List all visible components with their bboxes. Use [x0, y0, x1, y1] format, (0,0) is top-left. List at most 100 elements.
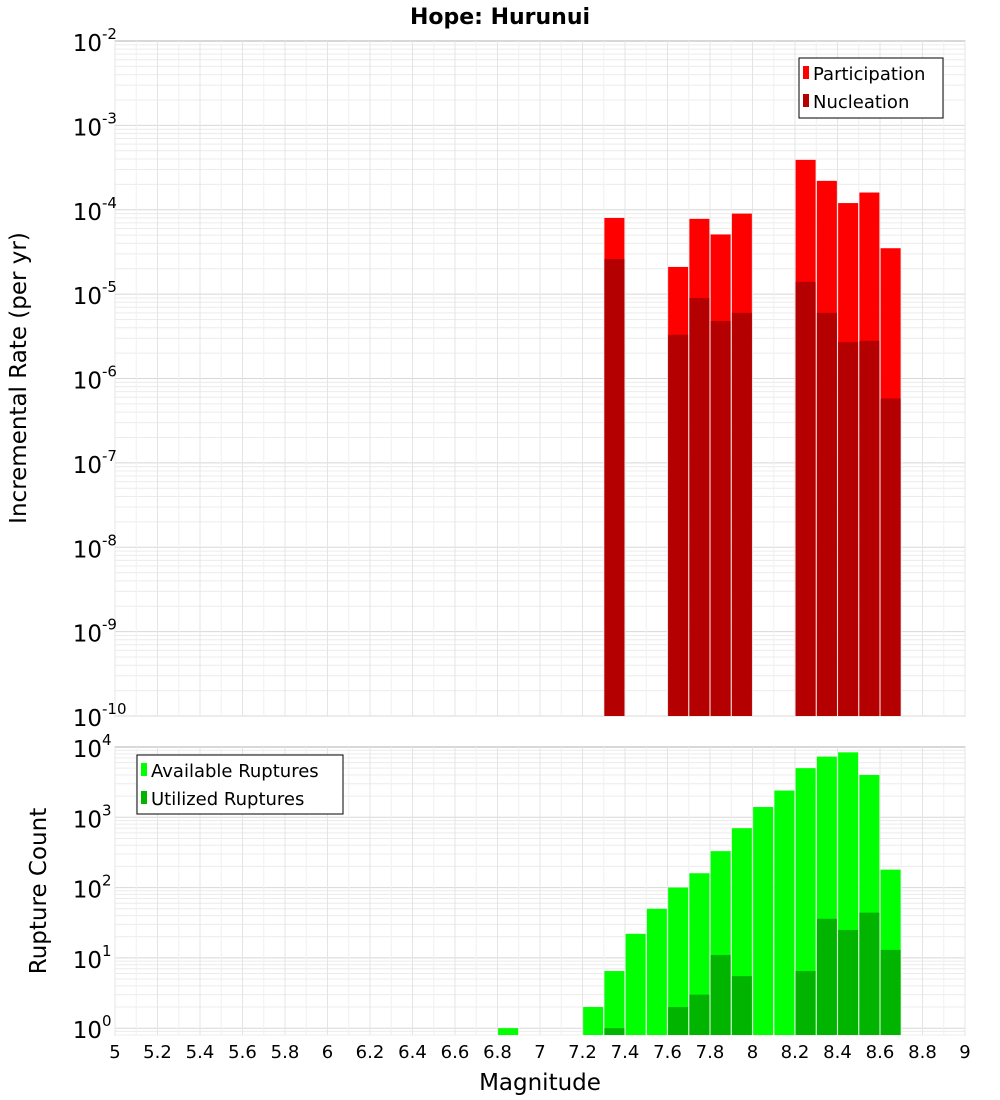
count-y-axis-label: Rupture Count: [26, 808, 52, 974]
rate-bar-inner: [859, 340, 880, 716]
magnitude-tick-label: 8.8: [908, 1042, 937, 1063]
count-legend: Available Ruptures Utilized Ruptures: [136, 754, 344, 815]
count-legend-box: [136, 754, 344, 815]
rate-y-tick-exponent: -7: [102, 447, 117, 465]
count-y-tick-exponent: 0: [102, 1012, 112, 1030]
count-bar-outer: [753, 807, 774, 1035]
magnitude-tick-labels: 5 5.2 5.4 5.6 5.8 6 6.2 6.4 6.6 6.8 7 7.2 7.4 7.6 7.8 8…: [109, 1042, 970, 1063]
rate-y-tick-exponent: -10: [102, 700, 127, 718]
count-bar-inner: [880, 949, 901, 1035]
rate-y-tick-base: 10: [73, 453, 102, 479]
rate-y-tick-base: 10: [73, 369, 102, 395]
count-y-tick-exponent: 2: [102, 872, 112, 890]
magnitude-tick-label: 6: [322, 1042, 333, 1063]
count-bar-inner: [731, 976, 752, 1035]
magnitude-tick-label: 6.4: [398, 1042, 427, 1063]
count-y-tick-base: 10: [73, 948, 102, 974]
count-y-tick-exponent: 4: [102, 731, 112, 749]
rate-y-tick-base: 10: [73, 706, 102, 732]
magnitude-tick-label: 5.8: [271, 1042, 300, 1063]
available-legend-label: Available Ruptures: [151, 761, 319, 782]
rate-legend: Participation Nucleation: [798, 57, 944, 119]
magnitude-tick-label: 8.4: [823, 1042, 852, 1063]
count-bar-inner: [604, 1028, 625, 1035]
count-bar-outer: [646, 908, 667, 1035]
magnitude-tick-label: 7: [534, 1042, 545, 1063]
magnitude-tick-label: 6.2: [356, 1042, 385, 1063]
count-y-tick-exponent: 1: [102, 942, 112, 960]
rate-y-tick-base: 10: [73, 284, 102, 310]
rate-y-tick-exponent: -2: [102, 25, 117, 43]
count-bar-outer: [795, 768, 816, 1035]
rate-bar-inner: [731, 312, 752, 716]
rate-gridlines: [114, 41, 966, 717]
magnitude-tick-label: 8.2: [781, 1042, 810, 1063]
count-bars: [498, 752, 901, 1035]
rate-y-tick-exponent: -9: [102, 616, 117, 634]
nucleation-legend-swatch: [803, 94, 809, 107]
rate-y-tick-base: 10: [73, 200, 102, 226]
magnitude-tick-label: 6.6: [441, 1042, 470, 1063]
rate-y-tick-exponent: -3: [102, 109, 117, 127]
rate-bar-inner: [816, 312, 837, 716]
rate-y-tick-base: 10: [73, 31, 102, 57]
magnitude-tick-label: 5.2: [143, 1042, 172, 1063]
magnitude-tick-label: 7.4: [611, 1042, 640, 1063]
x-axis-label: Magnitude: [479, 1070, 601, 1096]
count-bar-inner: [668, 1007, 689, 1035]
magnitude-tick-label: 5.6: [228, 1042, 257, 1063]
rate-bar-inner: [880, 398, 901, 716]
count-y-tick-exponent: 3: [102, 801, 112, 819]
count-y-tick-base: 10: [73, 807, 102, 833]
rate-y-tick-exponent: -4: [102, 194, 117, 212]
participation-legend-label: Participation: [813, 64, 925, 85]
rate-legend-box: [798, 57, 944, 119]
rate-y-axis-label: Incremental Rate (per yr): [6, 232, 32, 524]
magnitude-tick-label: 7.2: [568, 1042, 597, 1063]
rate-bar-inner: [668, 334, 689, 716]
rate-bar-inner: [795, 281, 816, 716]
count-bar-outer: [583, 1007, 604, 1035]
rate-bar-inner: [689, 297, 710, 716]
utilized-legend-label: Utilized Ruptures: [151, 789, 304, 810]
available-legend-swatch: [141, 763, 147, 776]
magnitude-tick-label: 6.8: [483, 1042, 512, 1063]
count-bar-outer: [689, 873, 710, 1035]
count-y-tick-base: 10: [73, 1018, 102, 1044]
magnitude-tick-label: 7.6: [653, 1042, 682, 1063]
chart-title: Hope: Hurunui: [410, 5, 590, 30]
count-bar-outer: [774, 790, 795, 1035]
rate-panel: 10-210-310-410-510-610-710-810-910-10 Ho…: [6, 5, 966, 732]
utilized-legend-swatch: [141, 791, 147, 804]
count-bar-inner: [795, 971, 816, 1035]
count-y-tick-base: 10: [73, 878, 102, 904]
magnitude-tick-label: 9: [959, 1042, 970, 1063]
nucleation-legend-label: Nucleation: [813, 92, 909, 113]
count-bar-outer: [625, 933, 646, 1035]
magnitude-tick-label: 5: [109, 1042, 120, 1063]
rate-y-tick-base: 10: [73, 622, 102, 648]
magnitude-tick-label: 7.8: [696, 1042, 725, 1063]
count-bar-inner: [859, 912, 880, 1035]
magnitude-tick-label: 5.4: [186, 1042, 215, 1063]
count-bar-outer: [498, 1028, 519, 1035]
count-bar-inner: [838, 929, 859, 1035]
rate-y-tick-base: 10: [73, 115, 102, 141]
magnitude-tick-label: 8: [747, 1042, 758, 1063]
magnitude-tick-label: 8.6: [866, 1042, 895, 1063]
rate-bar-inner: [710, 321, 731, 716]
count-bar-inner: [710, 954, 731, 1035]
rate-y-tick-exponent: -8: [102, 531, 117, 549]
rate-y-tick-exponent: -5: [102, 278, 117, 296]
rate-bars: [604, 159, 901, 717]
count-bar-inner: [689, 994, 710, 1035]
participation-legend-swatch: [803, 66, 809, 79]
count-y-tick-base: 10: [73, 737, 102, 763]
rate-y-tick-exponent: -6: [102, 363, 117, 381]
rate-bar-inner: [838, 342, 859, 716]
count-bar-outer: [604, 971, 625, 1035]
rate-bar-inner: [604, 259, 625, 716]
